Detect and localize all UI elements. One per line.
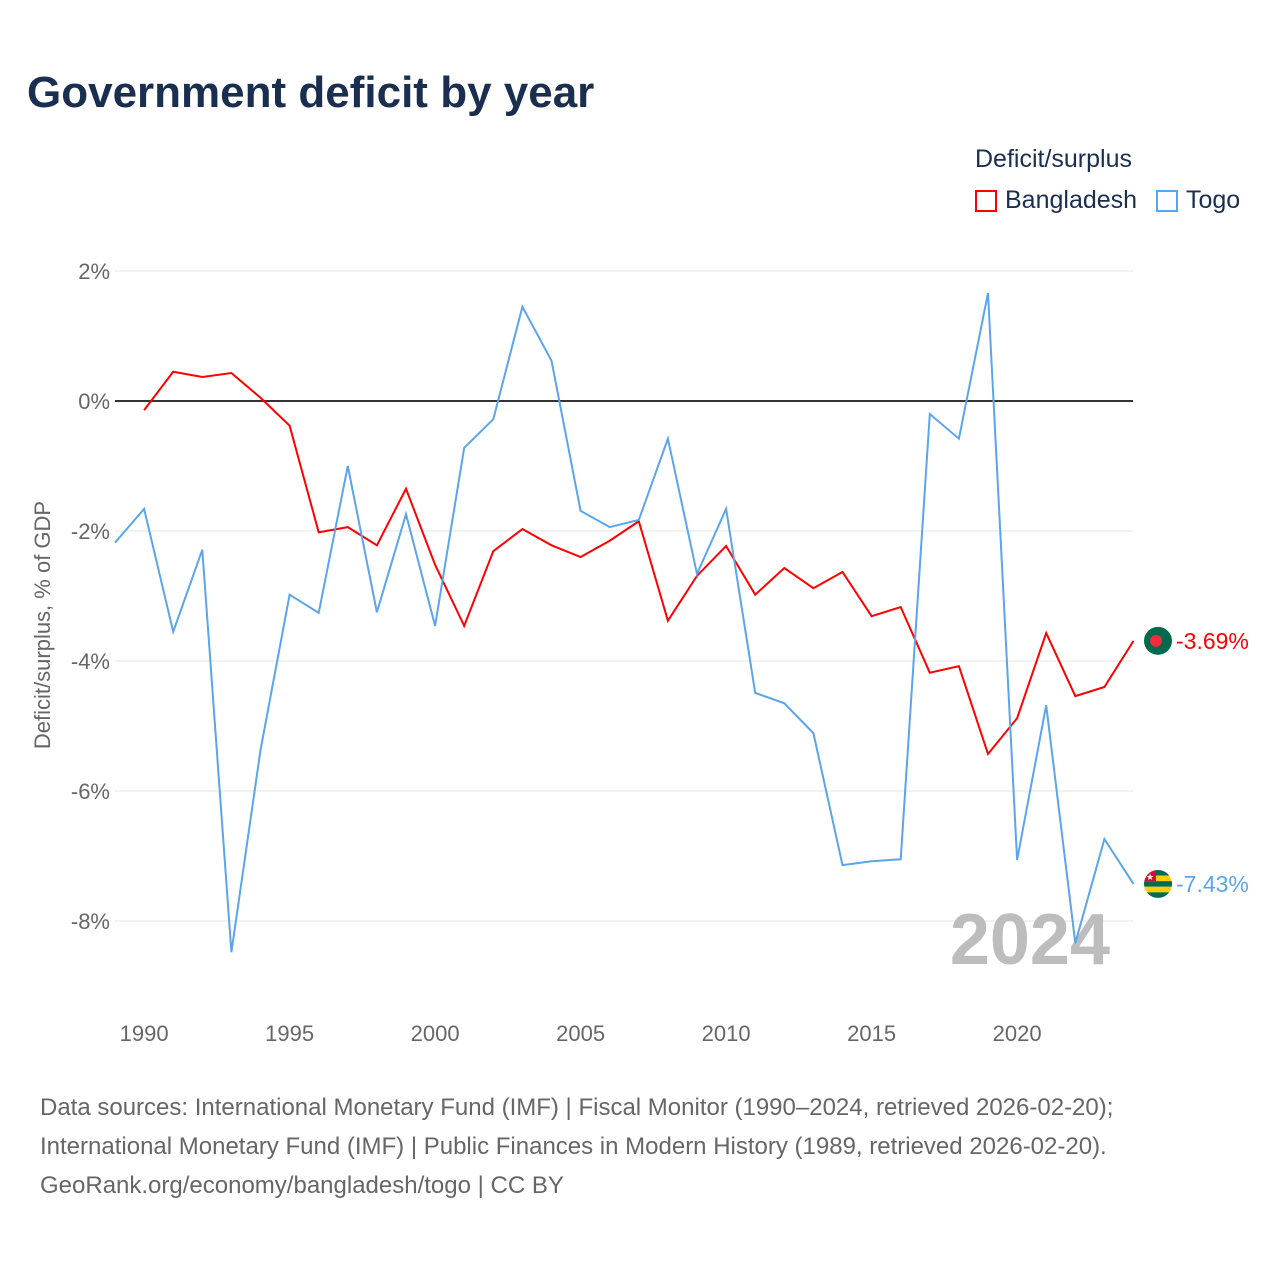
x-tick-label: 2000 xyxy=(411,1021,460,1046)
series-line-bangladesh xyxy=(143,370,1135,756)
year-label: 2024 xyxy=(950,900,1110,980)
end-value-label: -7.43% xyxy=(1176,871,1249,897)
legend-label: Togo xyxy=(1186,186,1241,214)
togo-flag-canton xyxy=(1144,869,1156,882)
bangladesh-flag-dot xyxy=(1150,634,1162,647)
x-tick-label: 2015 xyxy=(847,1021,896,1046)
y-tick-label: 2% xyxy=(78,259,110,284)
chart-title: Government deficit by year xyxy=(27,68,595,117)
togo-flag-stripe xyxy=(1144,886,1172,893)
x-tick-label: 2010 xyxy=(702,1021,751,1046)
y-tick-label: -6% xyxy=(71,779,110,804)
togo-flag-stripe xyxy=(1144,869,1172,876)
togo-flag-stripe xyxy=(1144,875,1172,882)
togo-flag-icon: ★ xyxy=(1146,872,1154,882)
legend-swatch xyxy=(975,189,997,212)
togo-flag-stripe xyxy=(1144,881,1172,887)
x-tick-label: 1995 xyxy=(265,1021,314,1046)
y-tick-label: -8% xyxy=(71,909,110,934)
y-tick-label: 0% xyxy=(78,389,110,414)
legend-item-bangladesh[interactable]: Bangladesh xyxy=(975,186,1137,215)
legend-title: Deficit/surplus xyxy=(975,145,1132,173)
togo-flag-stripe xyxy=(1144,892,1172,898)
x-tick-label: 2020 xyxy=(993,1021,1042,1046)
sources: Data sources: International Monetary Fun… xyxy=(40,1088,1113,1205)
y-axis-label: Deficit/surplus, % of GDP xyxy=(30,501,55,749)
legend-swatch xyxy=(1156,189,1178,212)
source-link[interactable]: GeoRank.org/economy/bangladesh/togo | CC… xyxy=(40,1172,564,1199)
y-tick-label: -2% xyxy=(71,519,110,544)
legend-item-togo[interactable]: Togo xyxy=(1156,186,1240,215)
source-line: International Monetary Fund (IMF) | Publ… xyxy=(40,1133,1107,1160)
x-tick-label: 1990 xyxy=(120,1021,169,1046)
y-tick-label: -4% xyxy=(71,649,110,674)
legend-label: Bangladesh xyxy=(1005,186,1138,214)
x-tick-label: 2005 xyxy=(556,1021,605,1046)
source-line: Data sources: International Monetary Fun… xyxy=(40,1094,1114,1121)
end-value-label: -3.69% xyxy=(1176,628,1249,654)
series-line-togo xyxy=(114,292,1135,953)
